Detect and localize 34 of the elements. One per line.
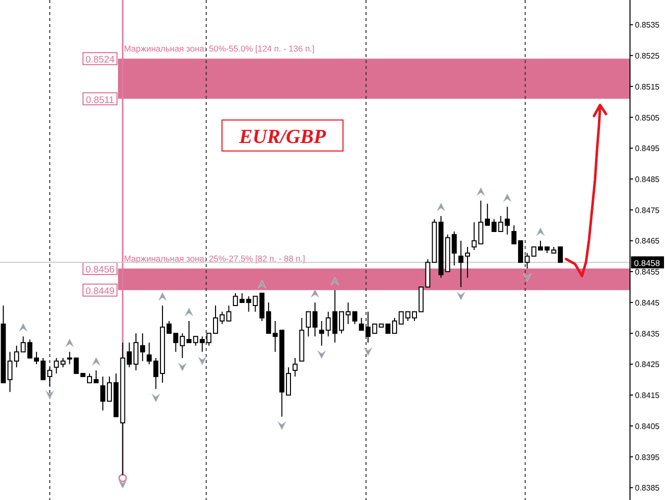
annotation: 0.8456 (85, 264, 115, 276)
annotation: 0.8511 (86, 94, 114, 106)
y-tick-label: 0.8385 (635, 484, 660, 493)
y-tick-label: 0.8515 (635, 82, 660, 92)
candlestick (292, 358, 298, 378)
candlestick (558, 246, 563, 263)
y-tick-label: 0.8425 (635, 360, 660, 370)
candlestick (146, 342, 152, 365)
band-label: Маржинальная зона: 25%-27.5% [82 п. - 88 п.] (124, 254, 306, 264)
y-tick-label: 0.8535 (635, 20, 660, 30)
y-tick-label: 0.8525 (635, 52, 660, 61)
y-tick-label: 0.8505 (635, 113, 660, 122)
y-tick-label: 0.8415 (635, 391, 660, 400)
annotation: 0.8524 (85, 54, 115, 66)
y-tick-label: 0.8395 (635, 452, 660, 462)
candlestick (452, 230, 457, 266)
y-tick-label: 0.8495 (635, 144, 660, 154)
candlestick (226, 305, 232, 322)
annotation: 0.8449 (85, 286, 115, 298)
y-tick-label: 0.8475 (635, 206, 660, 215)
y-tick-label: 0.8445 (635, 298, 660, 308)
y-tick-label: 0.8485 (635, 175, 660, 184)
candlestick (504, 206, 510, 236)
y-tick-label: 0.8435 (635, 329, 660, 338)
candlestick (319, 320, 324, 346)
candlestick (472, 222, 477, 250)
text: EUR/GBP (238, 126, 327, 148)
y-tick-label: 0.8405 (635, 422, 660, 431)
candlestick (352, 311, 358, 325)
y-tick-label: 0.8455 (635, 268, 660, 277)
y-tick-label: 0.8465 (635, 236, 660, 246)
candlestick (67, 351, 72, 365)
ref-line-label: 0.8458 (634, 258, 660, 268)
band-label: Маржинальная зона: 50%-55.0% [124 п. - 136 п.] (124, 44, 315, 54)
